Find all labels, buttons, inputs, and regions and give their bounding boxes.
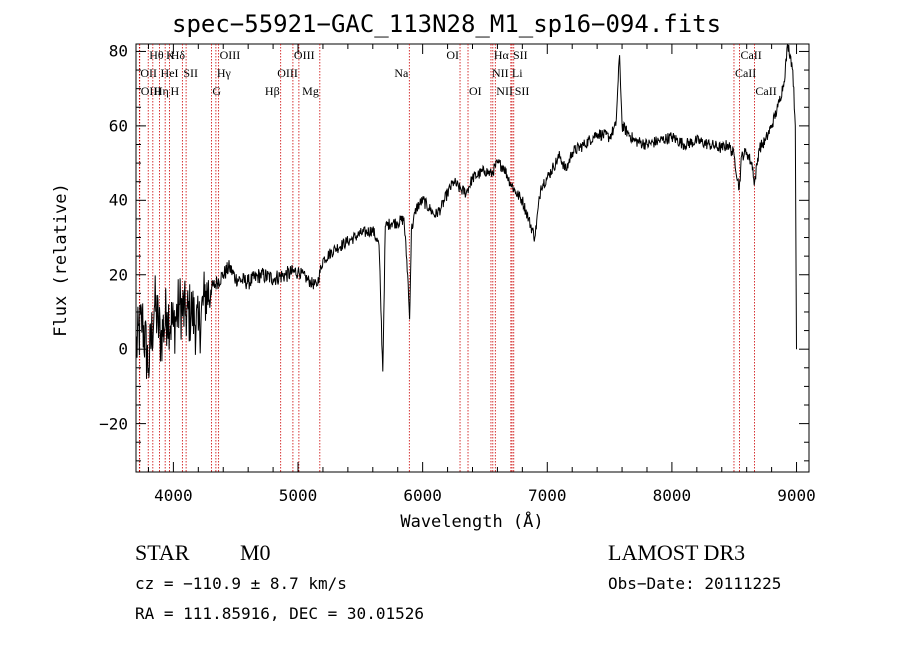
spectrum-series-line (135, 43, 797, 379)
y-tick-label: 0 (118, 339, 128, 359)
emission-line-label: OI (446, 48, 460, 62)
x-tick-label: 4000 (154, 486, 193, 505)
redshift-velocity: cz = −110.9 ± 8.7 km/s (135, 574, 347, 593)
axis-ticks (136, 44, 809, 472)
survey-name: LAMOST DR3 (608, 540, 746, 565)
emission-line-label: CaII (734, 66, 757, 80)
x-tick-label: 5000 (278, 486, 318, 505)
emission-line-label: NII (491, 66, 509, 80)
emission-line-label: SII (513, 48, 528, 62)
emission-line-label: Hγ (216, 66, 231, 80)
emission-line-label: SII (514, 84, 530, 98)
emission-line-label: OIII (277, 66, 298, 80)
emission-line-label: OI (469, 84, 482, 98)
chart-title: spec−55921−GAC_113N28_M1_sp16−094.fits (172, 10, 722, 38)
emission-line-label: Li (511, 66, 523, 80)
y-tick-label: 60 (108, 116, 128, 136)
emission-line-label: Na (394, 66, 409, 80)
emission-line-label: NII (496, 84, 513, 98)
x-tick-label: 9000 (777, 486, 816, 505)
emission-line-label: G (212, 84, 222, 98)
x-tick-label: 6000 (403, 486, 442, 505)
emission-line-label: CaII (740, 48, 762, 62)
emission-lines (138, 44, 755, 472)
emission-line-label: Hθ (149, 48, 164, 62)
emission-line-label: Hδ (170, 48, 186, 62)
emission-line-label: Hβ (264, 84, 280, 98)
emission-line-label: HeI (160, 66, 179, 80)
emission-line-label: OIII (140, 84, 162, 98)
y-tick-label: 40 (108, 190, 128, 210)
y-tick-label: 80 (108, 41, 128, 61)
emission-line-label: Mg (302, 84, 319, 98)
plot-frame (135, 43, 810, 473)
object-class: STAR (135, 540, 190, 565)
y-axis-label: Flux (relative) (51, 183, 71, 337)
observation-date: Obs−Date: 20111225 (608, 574, 782, 593)
x-tick-label: 8000 (652, 486, 692, 505)
emission-line-label: SII (183, 66, 199, 80)
x-tick-label: 7000 (528, 486, 567, 505)
emission-line-label: H (170, 84, 180, 98)
emission-line-label: K (166, 48, 175, 62)
y-tick-label: −20 (99, 414, 128, 434)
y-tick-label: 20 (108, 265, 128, 285)
emission-line-label: Hα (493, 48, 509, 62)
x-axis-label: Wavelength (Å) (400, 512, 544, 532)
emission-line-label: OIII (293, 48, 315, 62)
object-subclass: M0 (240, 540, 271, 565)
emission-line-label: OII (140, 66, 158, 80)
emission-line-label: OIII (219, 48, 241, 62)
emission-line-label: Hη (153, 84, 169, 98)
emission-line-label: CaII (755, 84, 777, 98)
coordinates: RA = 111.85916, DEC = 30.01526 (135, 604, 424, 623)
